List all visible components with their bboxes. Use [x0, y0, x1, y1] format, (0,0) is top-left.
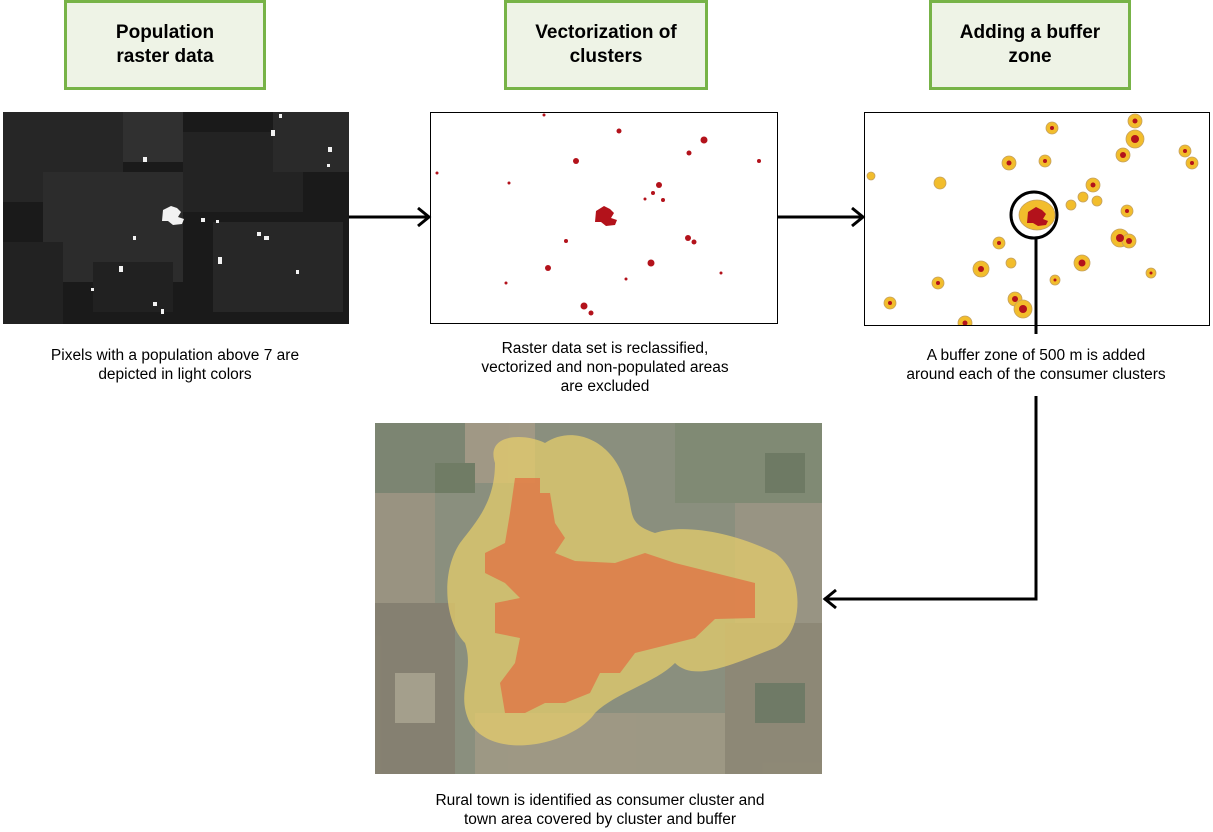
- buffer-zones-image: [866, 113, 1199, 325]
- raster-panel: [3, 112, 349, 324]
- town-satellite-panel: [375, 423, 822, 774]
- vector-panel: [430, 112, 778, 324]
- raster-caption: Pixels with a population above 7 are dep…: [50, 347, 300, 383]
- buffer-panel: [864, 112, 1210, 326]
- step-box-vectorization: Vectorization of clusters: [504, 0, 708, 90]
- town-satellite-image: [375, 423, 822, 774]
- step-title: Vectorization of clusters: [535, 22, 677, 67]
- step-title: Adding a buffer zone: [959, 22, 1101, 67]
- vector-caption: Raster data set is reclassified, vectori…: [481, 340, 729, 395]
- step-title: Population raster data: [115, 22, 215, 67]
- step-box-population-raster: Population raster data: [64, 0, 266, 90]
- raster-image: [3, 112, 349, 324]
- vector-clusters-image: [435, 113, 761, 316]
- buffer-caption: A buffer zone of 500 m is added around e…: [906, 347, 1166, 383]
- town-caption: Rural town is identified as consumer clu…: [435, 792, 765, 828]
- step-box-buffer-zone: Adding a buffer zone: [929, 0, 1131, 90]
